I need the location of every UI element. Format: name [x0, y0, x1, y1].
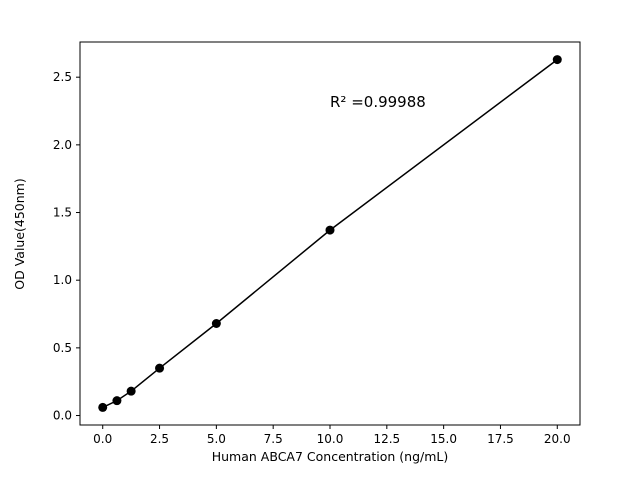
x-tick-label: 10.0 [317, 432, 344, 446]
data-point-marker [112, 396, 122, 406]
data-point-marker [211, 318, 221, 328]
y-tick-label: 1.5 [53, 206, 72, 220]
x-tick-label: 0.0 [93, 432, 112, 446]
y-tick-label: 0.0 [53, 409, 72, 423]
y-tick-label: 0.5 [53, 341, 72, 355]
x-tick-label: 5.0 [207, 432, 226, 446]
data-point-marker [155, 363, 165, 373]
x-tick-label: 20.0 [544, 432, 571, 446]
r-squared-annotation: R² =0.99988 [330, 93, 426, 111]
x-tick-label: 15.0 [430, 432, 457, 446]
x-axis-label: Human ABCA7 Concentration (ng/mL) [212, 449, 449, 464]
y-axis-ticks: 0.0 0.5 1.0 1.5 2.0 2.5 [53, 70, 80, 423]
x-tick-label: 12.5 [373, 432, 400, 446]
data-points [98, 55, 562, 412]
y-axis-label: OD Value(450nm) [12, 178, 27, 289]
data-point-marker [552, 55, 562, 65]
x-tick-label: 2.5 [150, 432, 169, 446]
data-point-marker [98, 402, 108, 412]
x-tick-label: 17.5 [487, 432, 514, 446]
data-point-marker [325, 225, 335, 235]
x-axis-ticks: 0.0 2.5 5.0 7.5 10.0 12.5 15.0 17.5 20.0 [93, 425, 571, 446]
y-tick-label: 2.5 [53, 70, 72, 84]
data-point-marker [126, 386, 136, 396]
y-tick-label: 2.0 [53, 138, 72, 152]
x-tick-label: 7.5 [264, 432, 283, 446]
y-tick-label: 1.0 [53, 273, 72, 287]
